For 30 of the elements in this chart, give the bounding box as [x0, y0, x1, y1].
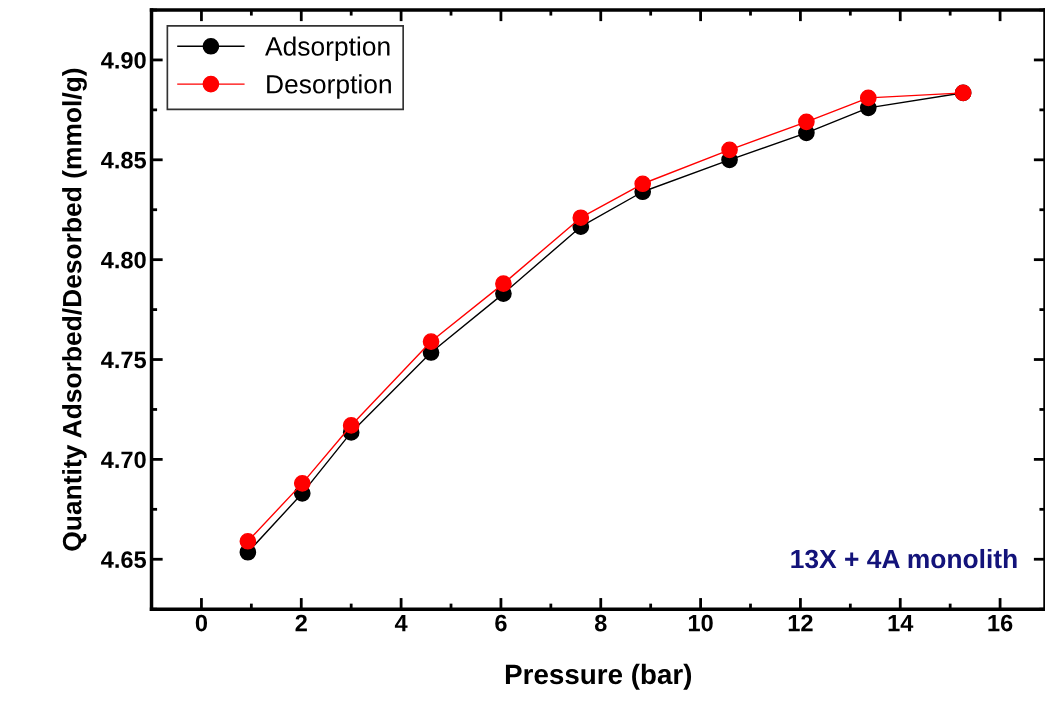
legend-label: Adsorption	[265, 36, 390, 61]
x-tick-label: 10	[688, 614, 713, 632]
y-tick-label: 4.90	[101, 52, 146, 69]
x-tick-label: 0	[195, 614, 208, 632]
x-tick-label: 14	[888, 614, 914, 632]
y-tick-label: 4.65	[101, 551, 147, 569]
y-axis-title: Quantity Adsorbed/Desorbed (mmol/g)	[62, 68, 87, 551]
y-tick-label: 4.80	[101, 251, 146, 269]
point	[634, 175, 652, 193]
y-tick-label: 4.85	[101, 151, 147, 169]
point	[342, 417, 360, 434]
point	[293, 475, 311, 492]
x-tick-label: 16	[988, 614, 1013, 632]
x-tick-label: 6	[495, 614, 507, 632]
legend-label: Desorption	[267, 74, 391, 99]
x-tick-label: 8	[594, 614, 607, 632]
x-axis-title: Pressure (bar)	[505, 663, 692, 690]
x-tick-label: 4	[394, 614, 408, 632]
annotation: 13X + 4A monolith	[791, 548, 1017, 569]
x-tick-label: 2	[295, 614, 307, 632]
point	[422, 333, 440, 350]
point	[495, 275, 512, 292]
point	[572, 209, 590, 227]
y-tick-label: 4.75	[101, 351, 147, 369]
point	[721, 141, 738, 159]
point	[859, 89, 877, 107]
y-tick-label: 4.70	[101, 451, 146, 469]
x-tick-label: 12	[788, 614, 813, 632]
point	[798, 113, 815, 131]
point	[239, 532, 257, 550]
